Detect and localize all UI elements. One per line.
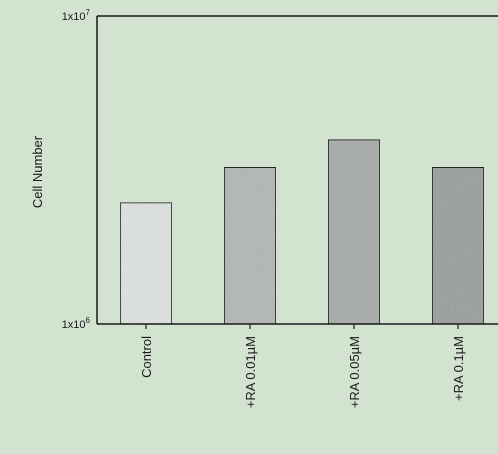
category-label-2: +RA 0.05µM bbox=[347, 336, 362, 408]
category-label-3: +RA 0.1µM bbox=[451, 336, 466, 401]
bars-group bbox=[119, 138, 485, 329]
bar-2 bbox=[327, 138, 381, 325]
category-label-0: Control bbox=[139, 336, 154, 378]
bar-0 bbox=[119, 201, 173, 325]
category-label-1: +RA 0.01µM bbox=[243, 336, 258, 408]
y-tick-label-bottom: 1x106 bbox=[62, 316, 91, 331]
y-axis-label: Cell Number bbox=[30, 135, 45, 208]
y-tick-label-top: 1x107 bbox=[62, 8, 91, 23]
bar-1 bbox=[223, 166, 277, 325]
category-labels-group: Control +RA 0.01µM +RA 0.05µM +RA 0.1µM bbox=[139, 336, 466, 408]
bar-3 bbox=[431, 166, 485, 325]
